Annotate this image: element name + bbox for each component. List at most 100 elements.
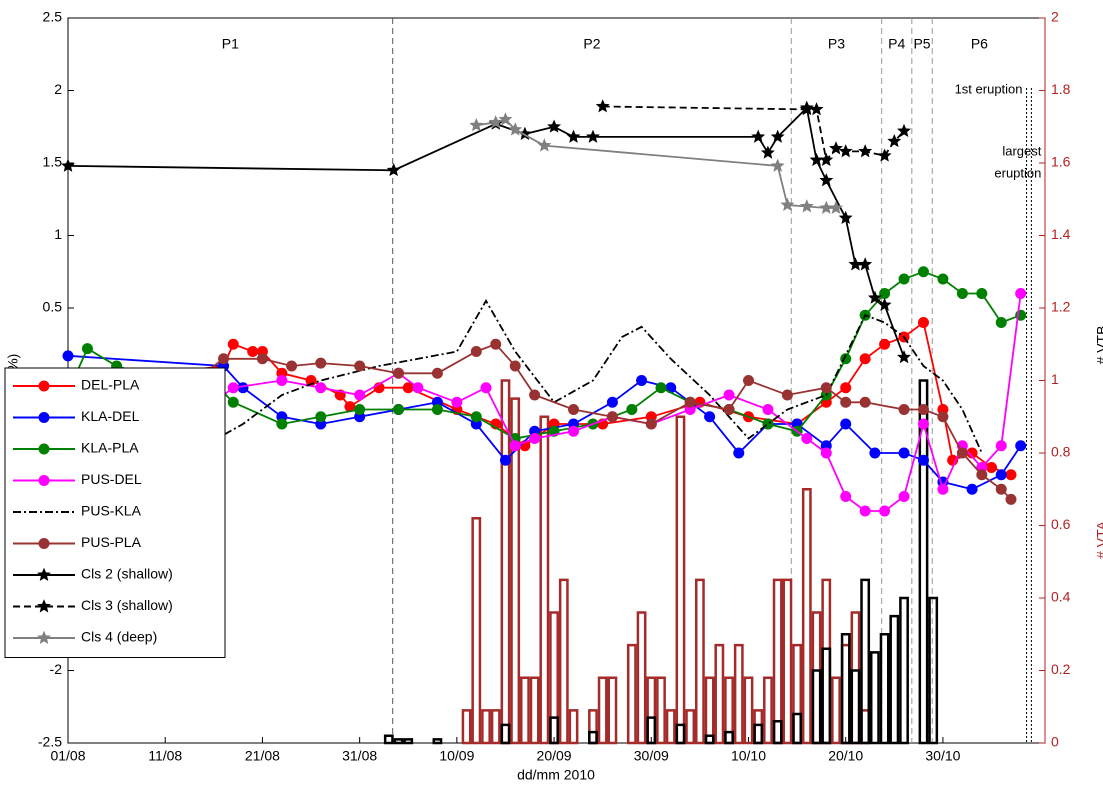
bar — [792, 712, 803, 745]
marker — [470, 346, 482, 357]
period-label: P6 — [971, 36, 988, 52]
y2-tick-label: 1.4 — [1051, 226, 1071, 242]
marker — [995, 483, 1007, 495]
marker — [286, 360, 298, 372]
bar — [821, 647, 832, 745]
bar — [520, 676, 530, 745]
marker — [315, 382, 327, 394]
y2-tick-label: 0.6 — [1051, 516, 1071, 532]
marker — [976, 288, 988, 299]
marker — [37, 599, 51, 613]
marker — [917, 454, 929, 466]
legend-label: Cls 2 (shallow) — [81, 566, 173, 582]
marker — [809, 102, 824, 116]
marker — [986, 462, 998, 473]
marker — [819, 200, 834, 214]
bar — [869, 651, 880, 745]
bar — [539, 415, 550, 745]
bar — [656, 676, 666, 745]
bar — [665, 709, 676, 745]
marker — [490, 338, 502, 350]
bar — [860, 578, 871, 745]
bar — [471, 517, 482, 745]
bar — [393, 738, 404, 745]
marker — [393, 367, 405, 379]
bar — [685, 709, 696, 745]
marker — [451, 396, 463, 408]
bar — [568, 709, 579, 745]
marker — [838, 144, 853, 158]
eruption-label: 1st eruption — [955, 81, 1023, 96]
marker — [723, 404, 735, 415]
legend-label: Cls 4 (deep) — [81, 629, 157, 645]
marker — [917, 404, 929, 415]
legend-label: PUS-DEL — [81, 471, 142, 487]
bar — [558, 578, 569, 745]
marker — [819, 173, 834, 187]
period-label: P1 — [222, 36, 239, 52]
marker — [470, 411, 482, 423]
marker — [38, 475, 50, 486]
bar — [850, 669, 861, 745]
bar — [461, 709, 472, 745]
bar — [714, 643, 725, 745]
marker — [431, 404, 443, 415]
bar — [831, 676, 841, 745]
marker — [820, 382, 832, 394]
bar — [763, 676, 773, 745]
series-line — [602, 105, 905, 163]
marker — [37, 630, 51, 644]
y2-tick-label: 1.6 — [1051, 154, 1071, 170]
marker — [840, 418, 852, 430]
marker — [995, 440, 1007, 452]
marker — [38, 380, 50, 392]
bar — [403, 738, 414, 745]
marker — [431, 367, 443, 379]
legend-label: KLA-DEL — [81, 408, 140, 424]
bar — [549, 716, 559, 745]
series-line — [67, 106, 905, 358]
marker — [887, 134, 902, 148]
marker — [585, 129, 600, 143]
marker — [37, 567, 51, 581]
marker — [1005, 469, 1017, 481]
bar — [694, 578, 705, 745]
marker — [937, 483, 949, 495]
period-label: P4 — [888, 36, 905, 52]
bar — [626, 643, 637, 745]
eruption-label: eruption — [994, 165, 1041, 180]
marker — [684, 396, 696, 408]
marker — [508, 122, 523, 136]
marker — [858, 257, 873, 271]
marker — [227, 338, 239, 350]
bar — [753, 723, 764, 745]
marker — [1015, 288, 1027, 299]
marker — [276, 375, 288, 386]
x-tick-label: 20/10 — [828, 748, 863, 764]
y2-tick-label: 0.2 — [1051, 661, 1071, 677]
marker — [636, 375, 648, 386]
y-tick-label: 2 — [54, 81, 62, 97]
y-tick-label: 1 — [54, 226, 62, 242]
marker — [809, 152, 824, 167]
legend-label: Cls 3 (shallow) — [81, 597, 173, 613]
y2-tick-label: 1.2 — [1051, 299, 1071, 315]
bar — [607, 676, 618, 745]
bar — [675, 415, 686, 745]
bar — [646, 716, 657, 745]
marker — [38, 443, 50, 455]
y-tick-label: -2.5 — [38, 734, 62, 750]
marker — [897, 123, 911, 138]
marker — [315, 357, 327, 369]
marker — [227, 382, 239, 394]
marker — [877, 297, 892, 312]
marker — [469, 118, 484, 132]
marker — [626, 404, 638, 415]
bar — [772, 578, 783, 745]
marker — [566, 129, 581, 143]
marker — [762, 404, 774, 415]
marker — [937, 273, 949, 285]
marker — [38, 412, 50, 423]
bar — [704, 734, 715, 745]
